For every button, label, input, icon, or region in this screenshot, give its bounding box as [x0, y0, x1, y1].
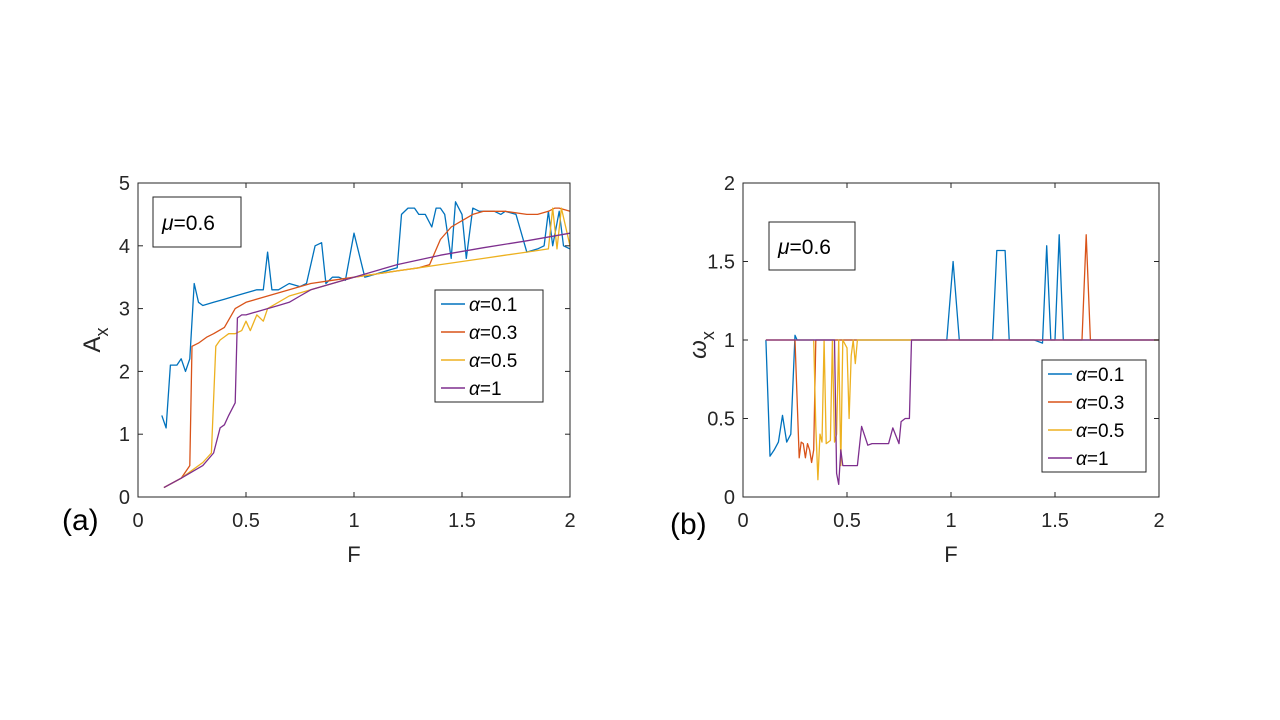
legend-entry: α=1	[1076, 449, 1109, 470]
y-axis-label-main: ω	[685, 340, 712, 359]
alpha-symbol: α	[469, 379, 481, 400]
annotation-box	[152, 196, 242, 248]
y-tick-label: 1	[724, 330, 735, 352]
x-tick-label: 2	[1153, 510, 1164, 532]
y-tick-label: 5	[119, 173, 130, 195]
legend-entry: α=0.3	[469, 323, 517, 344]
legend-entry: α=0.3	[1076, 393, 1124, 414]
series-line-3	[163, 207, 571, 489]
legend-entry: α=0.5	[1076, 421, 1124, 442]
mu-value: =0.6	[790, 236, 831, 259]
alpha-symbol: α	[1076, 449, 1088, 470]
y-axis-label: Ax	[79, 327, 112, 352]
alpha-symbol: α	[469, 351, 481, 372]
alpha-value: =0.5	[480, 351, 518, 372]
series-line-1	[161, 201, 571, 429]
x-tick-label: 0	[132, 510, 143, 532]
mu-value: =0.6	[174, 212, 215, 235]
y-tick-label: 3	[119, 299, 130, 321]
legend-entry: α=0.5	[469, 351, 517, 372]
y-tick-label: 0.5	[707, 409, 735, 431]
x-tick-label: 1	[348, 510, 359, 532]
alpha-symbol: α	[469, 295, 481, 316]
y-tick-label: 0	[724, 487, 735, 509]
y-tick-label: 4	[119, 236, 130, 258]
alpha-value: =0.5	[1087, 421, 1125, 442]
alpha-value: =0.1	[480, 295, 518, 316]
legend-box	[1041, 359, 1147, 473]
legend-entry: α=0.1	[1076, 365, 1124, 386]
legend-entry: α=1	[469, 379, 502, 400]
x-tick-label: 1.5	[448, 510, 476, 532]
legend-box	[434, 289, 544, 403]
mu-symbol: μ	[161, 212, 174, 235]
x-tick-label: 1.5	[1041, 510, 1069, 532]
annotation-text: μ=0.6	[777, 236, 831, 259]
y-axis-label: ωx	[685, 331, 718, 359]
y-tick-label: 1.5	[707, 252, 735, 274]
panel-label-b: (b)	[670, 508, 707, 541]
chart-b: 0 0.5 1 1.5 200.511.52Fωxμ=0.6α=0.1α=0.3α=0.…	[685, 173, 1165, 567]
alpha-value: =0.3	[480, 323, 518, 344]
x-axis-label: F	[347, 542, 360, 567]
mu-symbol: μ	[777, 236, 790, 259]
x-tick-label: 0.5	[833, 510, 861, 532]
x-tick-label: 2	[564, 510, 575, 532]
alpha-symbol: α	[469, 323, 481, 344]
alpha-symbol: α	[1076, 393, 1088, 414]
panel-label-a: (a)	[62, 504, 99, 537]
annotation-box	[768, 221, 856, 271]
y-tick-label: 0	[119, 487, 130, 509]
y-tick-label: 1	[119, 424, 130, 446]
series-line-3	[765, 339, 1159, 481]
x-axis-label: F	[944, 542, 957, 567]
legend-entry: α=0.1	[469, 295, 517, 316]
y-axis-label-main: A	[79, 336, 106, 352]
alpha-symbol: α	[1076, 365, 1088, 386]
series-line-4	[765, 339, 1159, 486]
y-axis-label-sub: x	[92, 327, 112, 336]
y-tick-label: 2	[724, 173, 735, 195]
y-tick-label: 2	[119, 361, 130, 383]
annotation-text: μ=0.6	[161, 212, 215, 235]
x-tick-label: 1	[945, 510, 956, 532]
alpha-value: =1	[1087, 449, 1109, 470]
y-axis-label-sub: x	[698, 331, 718, 340]
alpha-value: =0.3	[1087, 393, 1125, 414]
alpha-value: =1	[480, 379, 502, 400]
chart-a: 0 0.5 1 1.5 2012345FAxμ=0.6α=0.1α=0.3α=0.5α=…	[79, 173, 576, 567]
series-line-4	[163, 232, 571, 489]
x-tick-label: 0.5	[232, 510, 260, 532]
alpha-symbol: α	[1076, 421, 1088, 442]
x-tick-label: 0	[737, 510, 748, 532]
alpha-value: =0.1	[1087, 365, 1125, 386]
